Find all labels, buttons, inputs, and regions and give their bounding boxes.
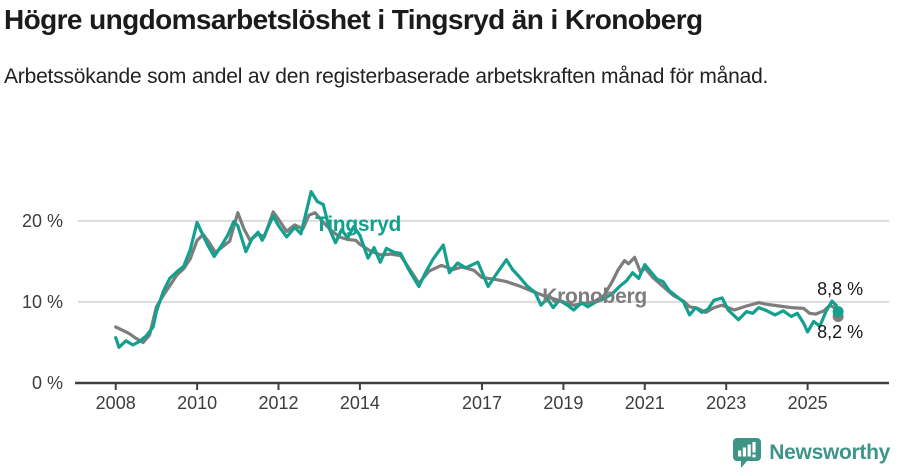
x-tick-label: 2019 xyxy=(543,393,583,413)
page-title: Högre ungdomsarbetslöshet i Tingsryd än … xyxy=(4,4,703,35)
x-tick-label: 2021 xyxy=(625,393,665,413)
kronoberg-series-label: Kronoberg xyxy=(542,285,647,308)
tingsryd-end-dot xyxy=(832,306,844,318)
x-tick-label: 2012 xyxy=(258,393,298,413)
chart-header: Högre ungdomsarbetslöshet i Tingsryd än … xyxy=(4,4,864,93)
y-tick-label: 20 % xyxy=(22,211,63,231)
x-tick-label: 2010 xyxy=(177,393,217,413)
tingsryd-line xyxy=(114,190,840,349)
kronoberg-line xyxy=(114,210,840,345)
tingsryd-series-label: Tingsryd xyxy=(315,213,401,236)
brand-logo: Newsworthy xyxy=(732,437,890,468)
x-tick-label: 2025 xyxy=(788,393,828,413)
y-tick-label: 0 % xyxy=(32,373,63,393)
tingsryd-end-value-label: 8,8 % xyxy=(817,279,863,299)
page-subtitle: Arbetssökande som andel av den registerb… xyxy=(4,65,769,89)
kronoberg-end-value-label: 8,2 % xyxy=(817,322,863,342)
y-tick-label: 10 % xyxy=(22,292,63,312)
newsworthy-logo-icon xyxy=(733,438,762,468)
x-tick-label: 2008 xyxy=(96,393,136,413)
x-tick-label: 2017 xyxy=(462,393,502,413)
x-tick-label: 2014 xyxy=(340,393,380,413)
brand-name: Newsworthy xyxy=(769,440,890,464)
x-tick-label: 2023 xyxy=(706,393,746,413)
